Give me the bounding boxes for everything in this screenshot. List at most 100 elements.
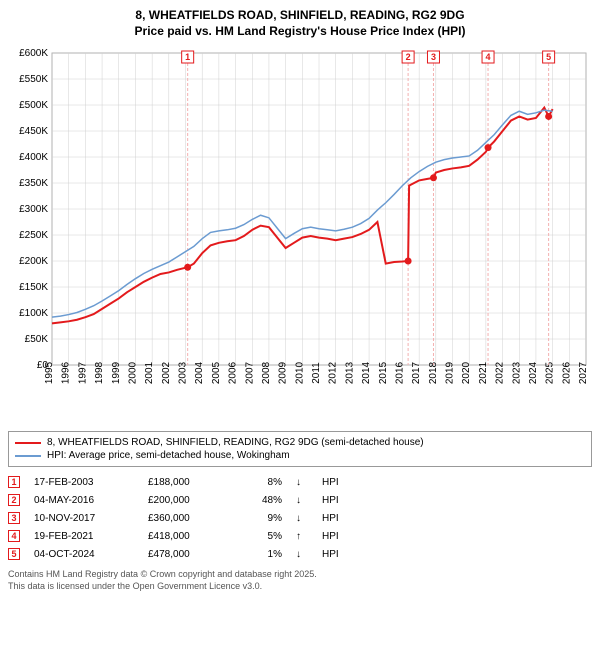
svg-text:2015: 2015 <box>378 362 389 385</box>
svg-text:2013: 2013 <box>344 362 355 385</box>
transaction-date: 04-OCT-2024 <box>34 549 134 560</box>
transaction-marker: 2 <box>8 494 20 506</box>
svg-text:£400K: £400K <box>19 152 48 163</box>
transaction-date: 04-MAY-2016 <box>34 495 134 506</box>
transaction-arrow-icon: ↓ <box>296 495 308 506</box>
legend-label: 8, WHEATFIELDS ROAD, SHINFIELD, READING,… <box>47 437 424 448</box>
svg-text:£600K: £600K <box>19 48 48 59</box>
svg-text:£500K: £500K <box>19 100 48 111</box>
transaction-pct: 5% <box>242 531 282 542</box>
svg-text:2020: 2020 <box>461 362 472 385</box>
legend-swatch <box>15 455 41 457</box>
transaction-price: £360,000 <box>148 513 228 524</box>
transaction-tag: HPI <box>322 531 352 542</box>
svg-text:2: 2 <box>406 52 411 62</box>
transaction-row: 4 19-FEB-2021 £418,000 5% ↑ HPI <box>8 527 596 545</box>
svg-text:1996: 1996 <box>61 362 72 385</box>
transaction-pct: 9% <box>242 513 282 524</box>
transaction-tag: HPI <box>322 549 352 560</box>
svg-text:2023: 2023 <box>511 362 522 385</box>
legend: 8, WHEATFIELDS ROAD, SHINFIELD, READING,… <box>8 431 592 467</box>
svg-text:2003: 2003 <box>178 362 189 385</box>
transaction-date: 17-FEB-2003 <box>34 477 134 488</box>
svg-text:2025: 2025 <box>545 362 556 385</box>
chart: £0£50K£100K£150K£200K£250K£300K£350K£400… <box>6 45 592 425</box>
svg-text:2026: 2026 <box>561 362 572 385</box>
transaction-price: £418,000 <box>148 531 228 542</box>
transaction-tag: HPI <box>322 495 352 506</box>
svg-text:£450K: £450K <box>19 126 48 137</box>
transaction-arrow-icon: ↓ <box>296 477 308 488</box>
svg-text:2007: 2007 <box>244 362 255 385</box>
svg-text:1999: 1999 <box>111 362 122 385</box>
transaction-arrow-icon: ↓ <box>296 549 308 560</box>
footer: Contains HM Land Registry data © Crown c… <box>8 569 592 592</box>
svg-text:5: 5 <box>546 52 551 62</box>
svg-text:2017: 2017 <box>411 362 422 385</box>
transaction-row: 3 10-NOV-2017 £360,000 9% ↓ HPI <box>8 509 596 527</box>
transaction-pct: 1% <box>242 549 282 560</box>
legend-item-property: 8, WHEATFIELDS ROAD, SHINFIELD, READING,… <box>15 436 585 449</box>
transaction-date: 10-NOV-2017 <box>34 513 134 524</box>
chart-svg: £0£50K£100K£150K£200K£250K£300K£350K£400… <box>6 45 592 425</box>
svg-text:2012: 2012 <box>328 362 339 385</box>
svg-text:1998: 1998 <box>94 362 105 385</box>
svg-text:2011: 2011 <box>311 362 322 384</box>
title-block: 8, WHEATFIELDS ROAD, SHINFIELD, READING,… <box>6 8 594 39</box>
svg-text:2016: 2016 <box>394 362 405 385</box>
svg-text:1997: 1997 <box>77 362 88 385</box>
svg-text:£300K: £300K <box>19 204 48 215</box>
transaction-marker: 5 <box>8 548 20 560</box>
transaction-arrow-icon: ↓ <box>296 513 308 524</box>
svg-text:2010: 2010 <box>294 362 305 385</box>
transaction-price: £478,000 <box>148 549 228 560</box>
svg-text:£50K: £50K <box>25 334 49 345</box>
svg-text:2002: 2002 <box>161 362 172 385</box>
transactions-table: 1 17-FEB-2003 £188,000 8% ↓ HPI 2 04-MAY-2016 £2… <box>8 473 596 563</box>
transaction-marker: 1 <box>8 476 20 488</box>
svg-text:4: 4 <box>486 52 491 62</box>
legend-item-hpi: HPI: Average price, semi-detached house,… <box>15 449 585 462</box>
svg-text:2001: 2001 <box>144 362 155 385</box>
legend-swatch <box>15 442 41 444</box>
transaction-pct: 8% <box>242 477 282 488</box>
svg-text:1: 1 <box>185 52 190 62</box>
svg-text:2009: 2009 <box>278 362 289 385</box>
transaction-row: 5 04-OCT-2024 £478,000 1% ↓ HPI <box>8 545 596 563</box>
svg-text:2000: 2000 <box>127 362 138 385</box>
svg-text:2006: 2006 <box>228 362 239 385</box>
svg-text:2022: 2022 <box>495 362 506 385</box>
transaction-pct: 48% <box>242 495 282 506</box>
svg-text:2005: 2005 <box>211 362 222 385</box>
svg-text:£200K: £200K <box>19 256 48 267</box>
transaction-tag: HPI <box>322 477 352 488</box>
svg-text:1995: 1995 <box>44 362 55 385</box>
footer-line-2: This data is licensed under the Open Gov… <box>8 581 592 593</box>
svg-text:£100K: £100K <box>19 308 48 319</box>
transaction-price: £188,000 <box>148 477 228 488</box>
svg-text:2024: 2024 <box>528 362 539 385</box>
transaction-row: 2 04-MAY-2016 £200,000 48% ↓ HPI <box>8 491 596 509</box>
svg-text:2019: 2019 <box>445 362 456 385</box>
svg-text:2021: 2021 <box>478 362 489 385</box>
transaction-arrow-icon: ↑ <box>296 531 308 542</box>
svg-text:£250K: £250K <box>19 230 48 241</box>
transaction-price: £200,000 <box>148 495 228 506</box>
chart-container: 8, WHEATFIELDS ROAD, SHINFIELD, READING,… <box>0 0 600 601</box>
transaction-date: 19-FEB-2021 <box>34 531 134 542</box>
svg-text:2004: 2004 <box>194 362 205 385</box>
transaction-marker: 4 <box>8 530 20 542</box>
svg-text:2014: 2014 <box>361 362 372 385</box>
svg-text:£150K: £150K <box>19 282 48 293</box>
legend-label: HPI: Average price, semi-detached house,… <box>47 450 290 461</box>
footer-line-1: Contains HM Land Registry data © Crown c… <box>8 569 592 581</box>
transaction-tag: HPI <box>322 513 352 524</box>
title-line-1: 8, WHEATFIELDS ROAD, SHINFIELD, READING,… <box>6 8 594 24</box>
svg-text:2008: 2008 <box>261 362 272 385</box>
title-line-2: Price paid vs. HM Land Registry's House … <box>6 24 594 40</box>
transaction-row: 1 17-FEB-2003 £188,000 8% ↓ HPI <box>8 473 596 491</box>
svg-text:2027: 2027 <box>578 362 589 385</box>
svg-text:£550K: £550K <box>19 74 48 85</box>
svg-text:3: 3 <box>431 52 436 62</box>
transaction-marker: 3 <box>8 512 20 524</box>
